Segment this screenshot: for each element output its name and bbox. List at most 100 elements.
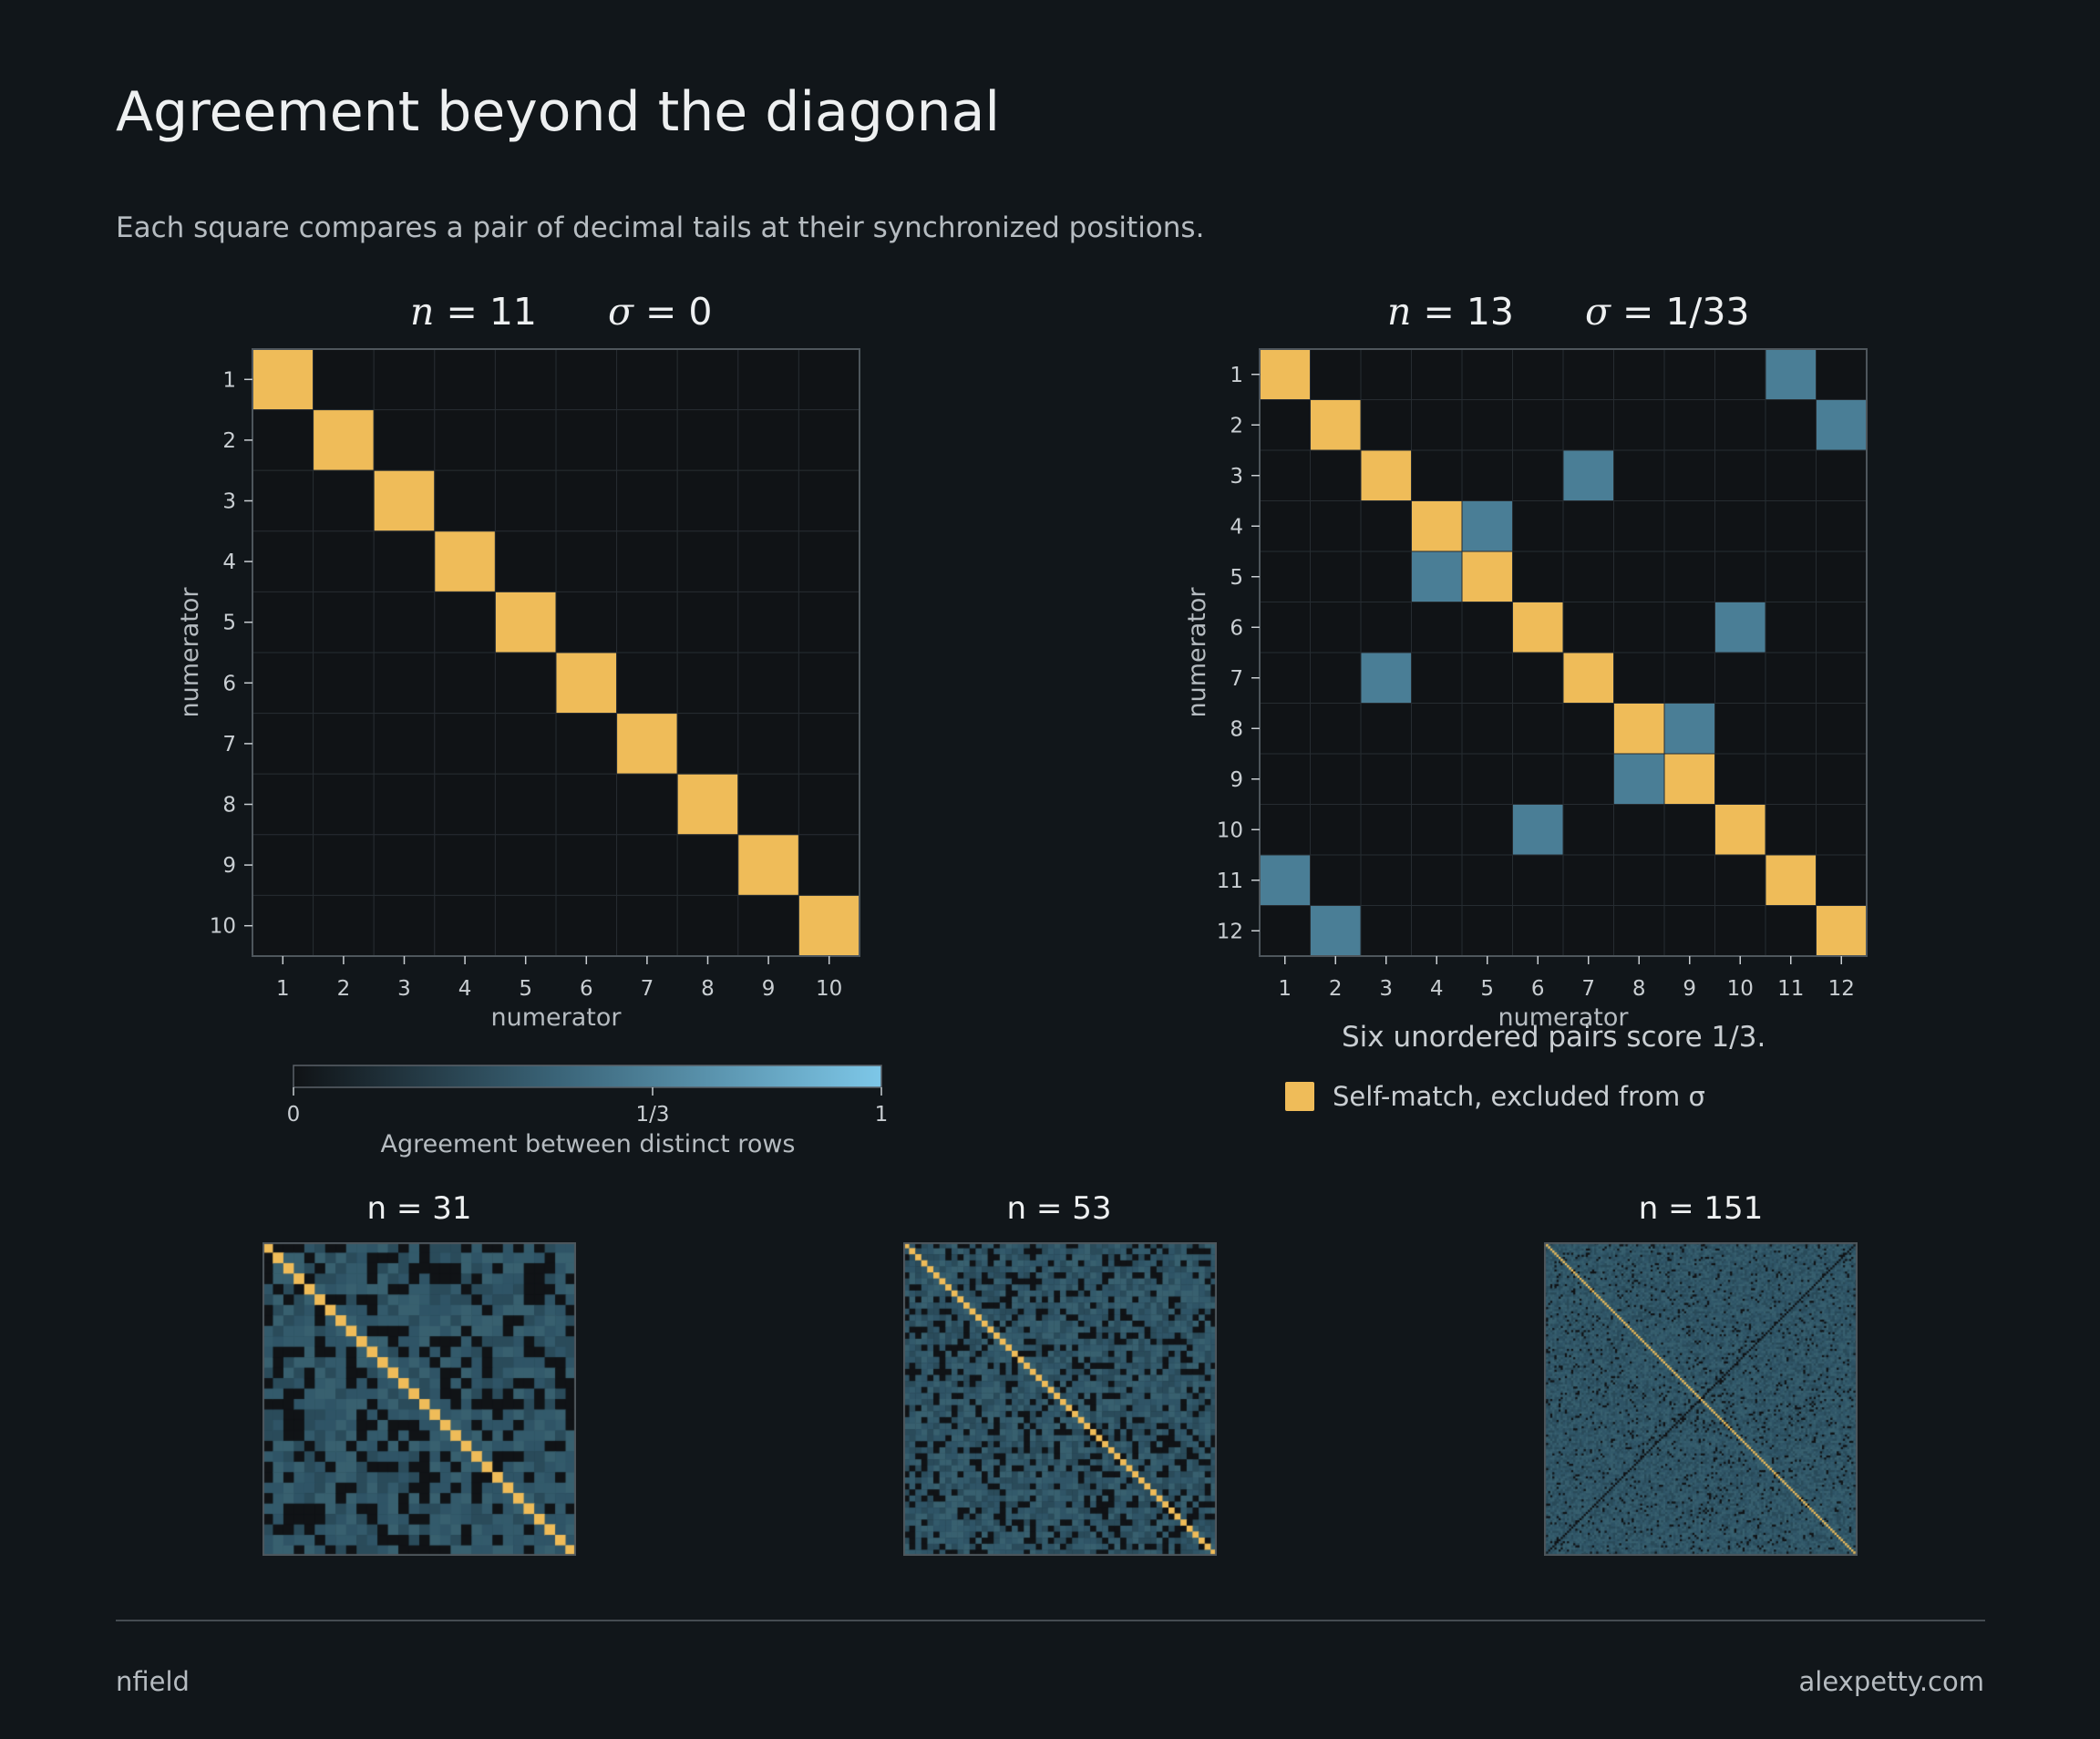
cell-3-5: [1461, 449, 1513, 501]
y-tick-label: 8: [1230, 717, 1243, 741]
chart2-n-symbol: n: [1387, 290, 1412, 334]
x-tick-label: 6: [1531, 977, 1545, 1001]
cell-9-6: [1512, 753, 1564, 805]
cell-6-7: [1562, 602, 1614, 653]
cell-6-9: [737, 652, 799, 715]
y-tick-label: 8: [222, 794, 236, 818]
cell-1-7: [1562, 348, 1614, 400]
cell-5-9: [737, 591, 799, 653]
cell-8-10: [798, 773, 860, 836]
x-tick-label: 9: [762, 977, 776, 1001]
cell-self-match-4-4: [434, 530, 496, 592]
chart1-n-value: 11: [489, 290, 537, 334]
cell-10-9: [1663, 804, 1715, 856]
cell-1-8: [1613, 348, 1665, 400]
cell-agreement-7-3: [1360, 652, 1412, 704]
cell-7-5: [1461, 652, 1513, 704]
cell-4-2: [1310, 500, 1362, 552]
cell-12-5: [1461, 905, 1513, 957]
cell-3-9: [737, 469, 799, 532]
colorbar-gradient: [293, 1065, 882, 1088]
cell-1-3: [1360, 348, 1412, 400]
footer-divider: [116, 1620, 1985, 1621]
heatmap-n151: [1544, 1242, 1858, 1556]
y-tick-label: 12: [1217, 920, 1243, 943]
cell-4-2: [313, 530, 375, 592]
cell-6-5: [494, 652, 557, 715]
cell-5-8: [1613, 551, 1665, 602]
cell-12-11: [1765, 905, 1817, 957]
x-tick-label: 2: [1329, 977, 1343, 1001]
cell-9-2: [313, 834, 375, 896]
cell-agreement-6-10: [1714, 602, 1766, 653]
cell-2-1: [252, 409, 314, 471]
cell-7-4: [434, 713, 496, 775]
cell-9-3: [373, 834, 436, 896]
cell-10-8: [676, 894, 739, 957]
cell-2-4: [434, 409, 496, 471]
x-tick-label: 12: [1828, 977, 1855, 1001]
cell-8-2: [313, 773, 375, 836]
cell-6-1: [1259, 602, 1311, 653]
legend-swatch: [1285, 1082, 1314, 1111]
cell-8-1: [1259, 703, 1311, 755]
footer-left: nfield: [116, 1666, 190, 1697]
cell-10-4: [1411, 804, 1463, 856]
cell-agreement-2-12: [1816, 399, 1868, 451]
cell-8-4: [1411, 703, 1463, 755]
cell-2-6: [1512, 399, 1564, 451]
cell-3-1: [1259, 449, 1311, 501]
cell-3-8: [1613, 449, 1665, 501]
y-tick-label: 4: [222, 551, 236, 574]
cell-1-6: [1512, 348, 1564, 400]
cell-9-3: [1360, 753, 1412, 805]
cell-7-8: [676, 713, 739, 775]
heatmap-n31: [262, 1242, 576, 1556]
cell-6-2: [1310, 602, 1362, 653]
cell-3-1: [252, 469, 314, 532]
cell-2-4: [1411, 399, 1463, 451]
cell-9-10: [1714, 753, 1766, 805]
y-tick-label: 2: [222, 429, 236, 453]
cell-6-5: [1461, 602, 1513, 653]
cell-6-11: [1765, 602, 1817, 653]
cell-1-5: [1461, 348, 1513, 400]
cell-self-match-5-5: [1461, 551, 1513, 602]
cell-4-1: [1259, 500, 1311, 552]
cell-10-4: [434, 894, 496, 957]
cell-9-12: [1816, 753, 1868, 805]
cell-self-match-4-4: [1411, 500, 1463, 552]
cell-1-7: [616, 348, 678, 411]
cell-3-2: [1310, 449, 1362, 501]
legend-self-match: Self-match, excluded from σ: [1285, 1081, 1705, 1112]
x-tick-label: 5: [1480, 977, 1494, 1001]
thumb-n53-title: n = 53: [1006, 1190, 1112, 1227]
cell-3-10: [798, 469, 860, 532]
cell-10-2: [1310, 804, 1362, 856]
cell-10-7: [1562, 804, 1614, 856]
y-tick-label: 5: [1230, 566, 1243, 590]
cell-2-8: [1613, 399, 1665, 451]
x-tick-label: 8: [1632, 977, 1646, 1001]
cell-1-9: [1663, 348, 1715, 400]
cell-self-match-7-7: [616, 713, 678, 775]
cell-8-5: [494, 773, 557, 836]
cell-1-10: [1714, 348, 1766, 400]
cell-self-match-6-6: [555, 652, 618, 715]
cell-6-12: [1816, 602, 1868, 653]
cell-self-match-5-5: [494, 591, 557, 653]
cell-self-match-3-3: [1360, 449, 1412, 501]
y-axis-label: numerator: [176, 587, 204, 718]
x-tick-label: 1: [1278, 977, 1292, 1001]
cell-8-6: [555, 773, 618, 836]
cell-9-1: [252, 834, 314, 896]
chart2-sigma-value: 1/33: [1665, 290, 1750, 334]
cell-1-8: [676, 348, 739, 411]
cell-11-6: [1512, 854, 1564, 906]
cell-11-9: [1663, 854, 1715, 906]
cell-7-4: [1411, 652, 1463, 704]
cell-3-8: [676, 469, 739, 532]
cell-6-1: [252, 652, 314, 715]
cell-self-match-7-7: [1562, 652, 1614, 704]
cell-9-7: [616, 834, 678, 896]
